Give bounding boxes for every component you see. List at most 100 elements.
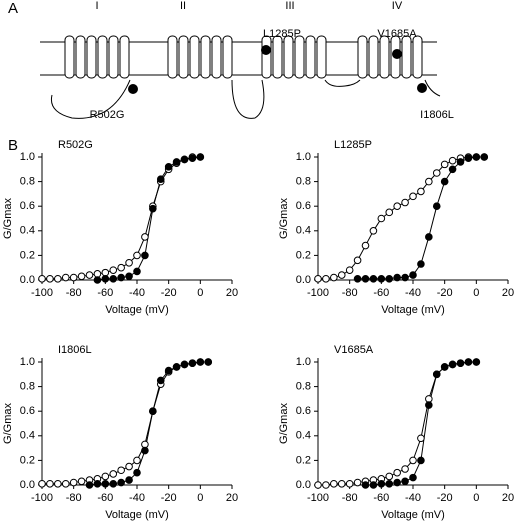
- data-point: [156, 376, 165, 385]
- y-tick-label: 0.2: [296, 249, 311, 261]
- x-tick-label: 0: [197, 287, 203, 299]
- segment: [294, 35, 305, 79]
- data-point: [385, 479, 394, 488]
- segment: [75, 35, 86, 79]
- y-tick-label: 0.0: [296, 274, 311, 286]
- data-point: [93, 270, 102, 278]
- segment: [401, 35, 412, 79]
- data-point: [401, 477, 409, 486]
- data-point: [393, 468, 401, 477]
- data-point: [330, 479, 338, 488]
- segment: [305, 35, 316, 79]
- y-tick-label: 0.6: [296, 200, 311, 212]
- data-point: [141, 446, 149, 455]
- x-tick-label: -20: [437, 492, 453, 504]
- series-line: [318, 156, 485, 280]
- x-tick-label: -20: [161, 492, 177, 504]
- segment: [178, 35, 189, 79]
- data-point: [125, 258, 133, 267]
- x-tick-label: -80: [66, 492, 82, 504]
- data-point: [54, 274, 62, 283]
- mutation-dot: [261, 45, 271, 55]
- data-point: [393, 478, 401, 487]
- y-tick-label: 0.2: [296, 454, 311, 466]
- data-point: [125, 476, 133, 484]
- domain-label: I: [95, 0, 98, 12]
- data-point: [196, 358, 205, 366]
- data-point: [164, 366, 173, 375]
- segment: [108, 35, 119, 79]
- segment: [97, 35, 108, 79]
- mutation-dot: [417, 83, 427, 93]
- data-point: [409, 456, 417, 465]
- x-tick-label: -100: [31, 492, 53, 504]
- y-tick-label: 1.0: [296, 151, 311, 163]
- mutation-dot: [392, 49, 402, 59]
- data-point: [425, 395, 433, 403]
- x-tick-label: -40: [405, 492, 421, 504]
- segment: [200, 35, 211, 79]
- data-point: [369, 274, 378, 283]
- data-point: [361, 481, 370, 489]
- data-point: [448, 156, 457, 165]
- data-point: [432, 169, 441, 177]
- x-tick-label: -60: [97, 492, 113, 504]
- data-point: [109, 470, 118, 478]
- data-point: [125, 272, 133, 281]
- data-point: [361, 274, 370, 283]
- data-point: [125, 462, 133, 471]
- data-point: [141, 233, 149, 241]
- data-point: [180, 360, 189, 369]
- domain-label: II: [180, 0, 186, 12]
- data-point: [101, 274, 110, 283]
- y-tick-label: 0.6: [20, 200, 35, 212]
- y-tick-label: 0.8: [296, 176, 311, 188]
- data-point: [322, 481, 330, 489]
- chart-title: V1685A: [334, 344, 374, 356]
- y-tick-label: 0.8: [296, 381, 311, 393]
- chart-title: R502G: [58, 139, 93, 151]
- domain-label: III: [285, 0, 294, 12]
- x-tick-label: 20: [502, 492, 514, 504]
- channel: [64, 35, 423, 79]
- data-point: [464, 358, 473, 366]
- y-tick-label: 1.0: [296, 356, 311, 368]
- data-point: [85, 481, 94, 489]
- data-point: [425, 233, 433, 241]
- y-tick-label: 0.0: [296, 479, 311, 491]
- data-point: [204, 358, 213, 366]
- data-point: [337, 479, 346, 488]
- y-axis-label: G/Gmax: [278, 198, 290, 239]
- data-point: [322, 274, 330, 283]
- segment: [261, 35, 272, 79]
- panel-label: A: [8, 0, 18, 17]
- x-tick-label: -100: [307, 492, 329, 504]
- data-point: [353, 478, 362, 487]
- data-point: [133, 267, 141, 276]
- data-point: [393, 202, 401, 210]
- data-point: [425, 401, 433, 409]
- data-point: [93, 479, 102, 488]
- data-point: [117, 263, 125, 272]
- data-point: [409, 473, 417, 482]
- data-point: [401, 198, 409, 207]
- series-line: [318, 361, 477, 486]
- data-point: [314, 274, 322, 283]
- data-point: [61, 479, 70, 488]
- y-tick-label: 1.0: [20, 151, 35, 163]
- y-tick-label: 0.4: [296, 430, 311, 442]
- data-point: [133, 456, 141, 465]
- x-axis-label: Voltage (mV): [105, 509, 169, 521]
- data-point: [377, 274, 386, 283]
- segment: [412, 35, 423, 79]
- y-tick-label: 0.4: [20, 225, 35, 237]
- data-point: [401, 273, 409, 282]
- segment: [368, 35, 379, 79]
- x-tick-label: -20: [437, 287, 453, 299]
- data-point: [353, 256, 362, 265]
- data-point: [369, 481, 378, 489]
- x-axis-label: Voltage (mV): [381, 304, 445, 316]
- data-point: [440, 363, 449, 371]
- y-axis-label: G/Gmax: [2, 403, 14, 444]
